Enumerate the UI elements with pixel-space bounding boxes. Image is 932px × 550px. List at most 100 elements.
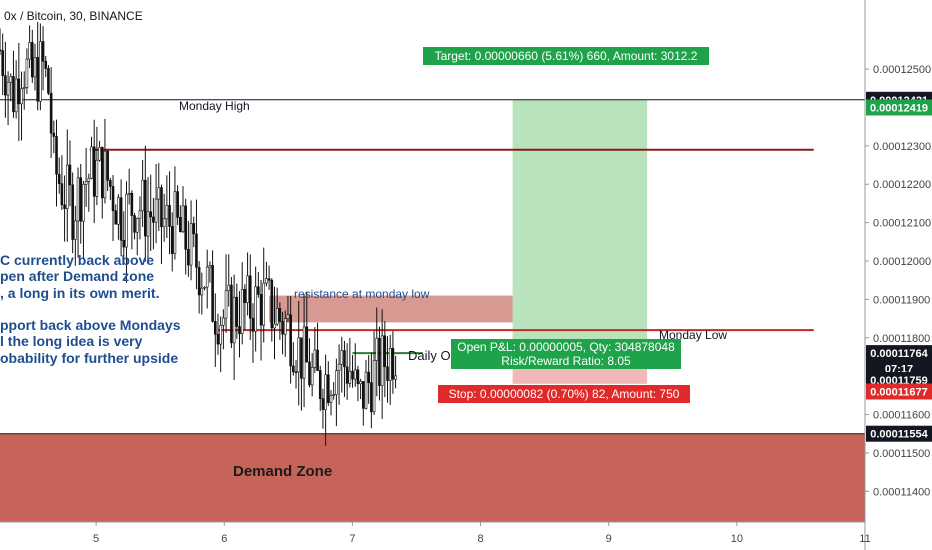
candle-body <box>130 192 134 216</box>
candle-body <box>337 363 341 371</box>
candle-body <box>152 216 155 223</box>
candle-body <box>79 177 83 222</box>
price-tag-5: 0.00011677 <box>870 387 928 399</box>
candle-body <box>300 337 303 379</box>
candle-body <box>310 367 314 386</box>
candle-body <box>117 197 120 225</box>
y-tick-label-6: 0.00011800 <box>873 333 930 345</box>
candle-body <box>332 394 335 396</box>
candle-body <box>76 177 80 222</box>
open-pl-label[interactable]: Open P&L: 0.00000005, Qty: 304878048 Ris… <box>451 339 681 369</box>
x-tick-label-5: 10 <box>731 533 743 545</box>
candle-body <box>367 371 370 383</box>
candle-body <box>388 347 392 381</box>
candle-body <box>345 366 349 384</box>
candle-body <box>394 375 397 380</box>
candle-body <box>224 290 228 319</box>
candle-body <box>375 337 379 361</box>
candle-body <box>133 215 136 233</box>
resistance-label: resistance at monday low <box>294 287 430 301</box>
candle-body <box>22 87 26 89</box>
x-tick-label-0: 5 <box>93 533 99 545</box>
candle-body <box>141 179 144 212</box>
candle-body <box>372 360 376 413</box>
candle-body <box>208 265 212 268</box>
candle-body <box>144 179 147 237</box>
candle-body <box>98 147 101 161</box>
candle-body <box>289 314 292 367</box>
candle-body <box>57 173 61 184</box>
price-tag-bg-5 <box>866 383 932 400</box>
candle-body <box>329 395 333 403</box>
candle-body <box>127 192 131 195</box>
candle-body <box>162 218 166 228</box>
target-label[interactable]: Target: 0.00000660 (5.61%) 660, Amount: … <box>423 47 709 65</box>
candle-body <box>308 361 311 386</box>
candle-body <box>370 382 373 413</box>
candle-body <box>176 191 179 218</box>
candle-body <box>386 366 389 381</box>
candle-body <box>343 350 346 368</box>
candle-body <box>68 164 72 186</box>
chart-title: 0x / Bitcoin, 30, BINANCE <box>4 9 143 23</box>
candle-body <box>165 205 169 220</box>
candle-body <box>340 350 344 365</box>
stop-label[interactable]: Stop: 0.00000082 (0.70%) 82, Amount: 750 <box>438 385 690 403</box>
monday-low-label: Monday Low <box>659 328 728 342</box>
candle-body <box>380 335 384 386</box>
zone-2 <box>512 99 648 354</box>
candle-body <box>87 178 91 182</box>
candle-body <box>60 183 64 206</box>
candle-body <box>95 159 99 197</box>
candle-body <box>28 42 31 60</box>
candle-body <box>321 398 325 410</box>
candle-body <box>12 76 15 113</box>
candle-body <box>160 187 163 228</box>
candle-body <box>391 347 395 380</box>
candle-body <box>168 205 171 227</box>
candle-body <box>213 321 217 335</box>
candle-body <box>238 326 241 335</box>
candle-body <box>179 217 182 232</box>
candle-body <box>265 278 268 284</box>
candle-body <box>248 275 252 319</box>
candle-body <box>316 349 319 371</box>
y-tick-label-0: 0.00012500 <box>873 64 931 76</box>
candle-body <box>84 181 88 185</box>
x-tick-label-2: 7 <box>349 533 355 545</box>
candle-body <box>235 296 239 327</box>
candle-body <box>243 289 247 303</box>
note-line-3: , a long in its own merit. <box>0 285 160 301</box>
candle-body <box>17 78 21 105</box>
candle-body <box>222 317 225 326</box>
zone-0 <box>0 433 865 522</box>
candle-body <box>14 78 18 113</box>
candle-body <box>294 371 298 374</box>
candle-body <box>219 324 222 345</box>
candle-body <box>135 218 139 233</box>
candle-body <box>157 187 161 200</box>
candle-body <box>192 223 196 235</box>
price-tag-2: 0.00011764 <box>870 348 928 360</box>
candle-body <box>259 294 263 326</box>
y-tick-label-9: 0.00011400 <box>873 486 930 498</box>
candle-body <box>335 370 338 395</box>
candle-body <box>9 76 13 83</box>
candle-body <box>154 198 158 223</box>
candle-body <box>278 308 282 322</box>
candle-body <box>6 81 10 96</box>
candle-body <box>25 58 29 88</box>
candle-body <box>63 204 66 209</box>
candle-body <box>189 223 193 266</box>
price-tag-bg-2 <box>866 345 932 362</box>
x-tick-label-6: 11 <box>859 533 870 545</box>
candle-body <box>114 210 118 225</box>
candle-body <box>74 220 77 240</box>
candle-body <box>305 326 309 363</box>
candle-body <box>149 211 153 218</box>
demand-zone-label: Demand Zone <box>233 463 333 480</box>
candle-body <box>41 41 45 62</box>
candle-body <box>47 68 50 94</box>
candle-body <box>267 278 271 281</box>
